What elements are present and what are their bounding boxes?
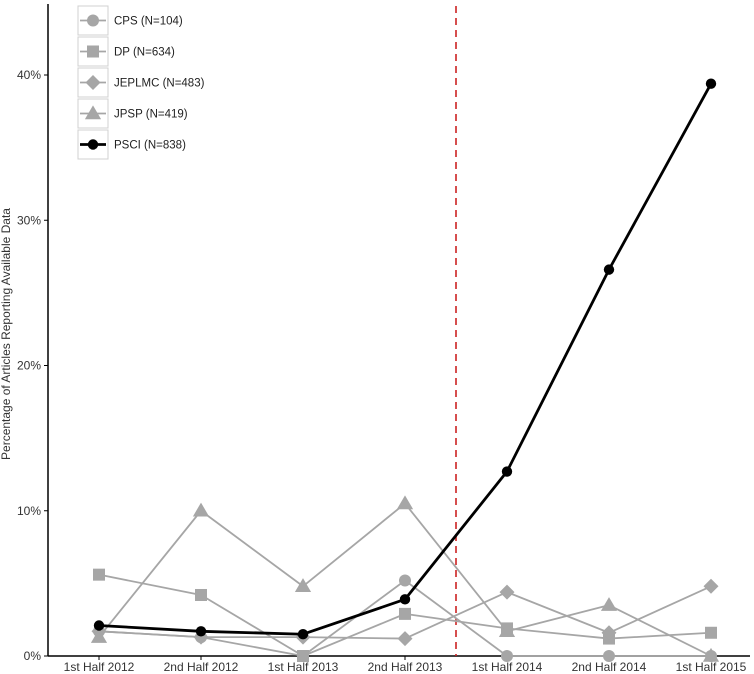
data-point [705,626,717,639]
data-point [499,584,515,600]
data-point [90,629,108,643]
legend-entry: PSCI (N=838) [77,129,186,160]
legend-entry: JEPLMC (N=483) [77,67,205,98]
data-point [294,578,312,592]
legend: CPS (N=104) DP (N=634) JEPLMC (N=483) JPSP … [77,5,205,160]
data-point [195,626,207,637]
series-jpsp [90,495,720,662]
x-tick-label: 2nd Half 2013 [368,660,443,674]
legend-key-marker [87,45,99,58]
legend-entry: JPSP (N=419) [77,98,188,129]
x-tick-label: 1st Half 2014 [472,660,543,674]
y-axis-title: Percentage of Articles Reporting Availab… [0,208,13,460]
legend-key-marker [84,105,102,120]
y-tick-label: 40% [17,68,41,82]
data-point [399,594,411,605]
data-point [600,597,618,611]
x-tick-label: 1st Half 2013 [268,660,339,674]
series-line [98,83,713,636]
legend-label: JPSP (N=419) [114,109,188,121]
legend-label: JEPLMC (N=483) [114,78,205,90]
axes: 0% 10% 20% 30% 40% 1st Half 2012 2nd Half 2012… [0,4,750,674]
data-point [703,578,719,594]
legend-label: CPS (N=104) [114,16,183,28]
y-tick-label: 20% [17,359,41,373]
x-tick-label: 1st Half 2015 [676,660,747,674]
plot-area [90,6,720,662]
x-tick-label: 1st Half 2012 [64,660,135,674]
legend-key-marker [87,139,99,150]
data-point [195,588,207,601]
data-point [396,495,414,510]
legend-label: DP (N=634) [114,47,175,59]
data-point [399,607,411,620]
data-point [501,466,513,477]
data-point [705,78,717,89]
data-point [498,623,516,638]
y-tick-label: 0% [24,649,42,663]
data-point [601,625,617,641]
data-point [603,264,615,275]
data-point [93,620,105,631]
legend-entry: DP (N=634) [77,36,175,67]
data-point [192,502,210,517]
legend-label: PSCI (N=838) [114,140,186,152]
legend-key-marker [87,14,99,27]
data-point [297,629,309,640]
data-point [399,574,411,587]
data-point [501,650,513,662]
legend-entry: CPS (N=104) [77,5,183,36]
legend-key-marker [85,75,101,90]
y-tick-label: 10% [17,504,41,518]
x-tick-label: 2nd Half 2012 [164,660,239,674]
y-tick-label: 30% [17,213,41,227]
x-tick-label: 2nd Half 2014 [572,660,647,674]
data-point [93,568,105,581]
data-point [603,650,615,662]
series-psci [93,78,717,640]
data-point [297,650,309,662]
data-point [702,647,720,662]
data-point [397,631,413,647]
